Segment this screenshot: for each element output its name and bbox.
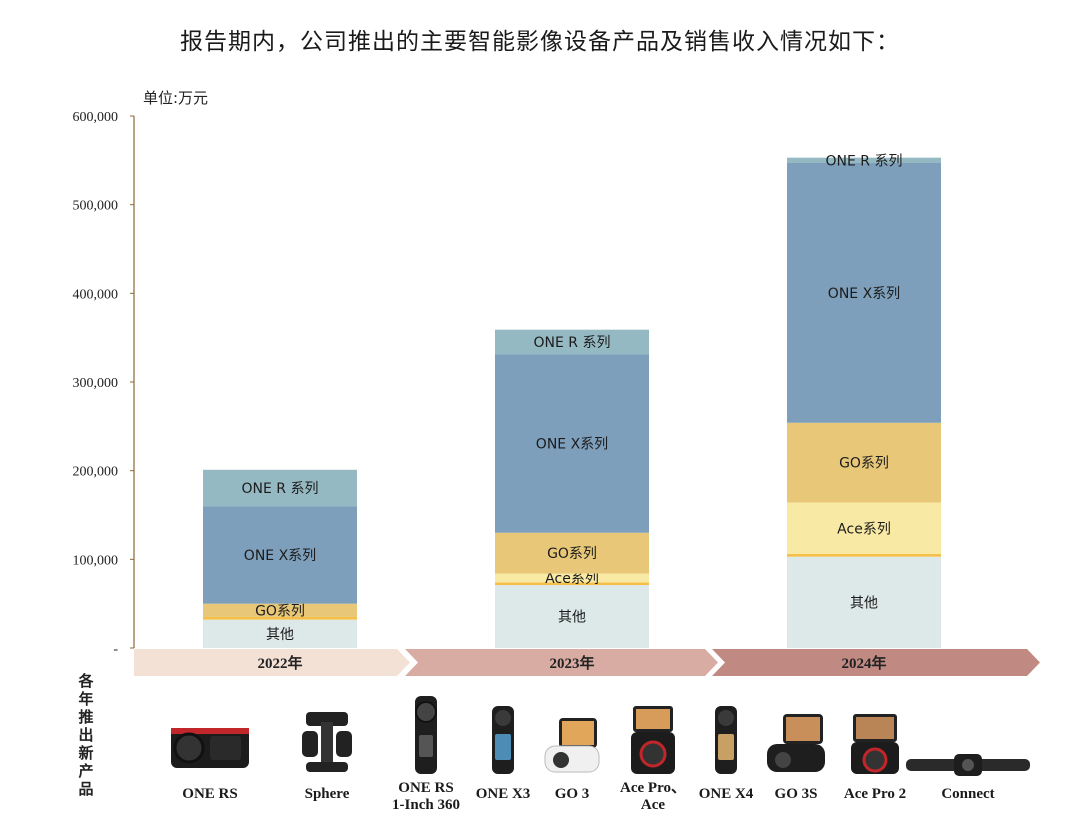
product-item: Ace Pro 2 <box>830 690 920 803</box>
product-name: ONE X3 <box>475 786 531 802</box>
side-label: 各年推出新产品 <box>78 672 94 798</box>
product-name: ONE RS 1-Inch 360 <box>392 780 460 813</box>
y-tick-label: - <box>113 642 118 657</box>
bar-segment <box>787 502 941 555</box>
segment-label: 其他 <box>558 610 586 626</box>
timeline-arrow <box>712 649 1040 676</box>
ace-pro-camera-icon <box>627 690 679 778</box>
product-name: GO 3 <box>554 786 590 802</box>
timeline-arrows: 2022年 2023年 2024年 <box>134 649 1040 676</box>
year-label: 2024年 <box>841 654 886 672</box>
segment-label: 其他 <box>266 627 294 643</box>
one-rs-1inch-camera-icon <box>411 690 441 778</box>
bar-segment <box>495 582 649 586</box>
product-item: ONE X3 <box>458 690 548 803</box>
product-item: GO 3S <box>751 690 841 803</box>
y-tick-label: 100,000 <box>73 553 119 568</box>
bar-segment <box>787 422 941 503</box>
product-item: ONE RS <box>165 690 255 803</box>
y-tick-label: 400,000 <box>73 287 119 302</box>
y-tick-label: 600,000 <box>73 110 119 125</box>
bar-segment <box>787 162 941 423</box>
product-name: GO 3S <box>774 786 818 802</box>
bar-segment <box>203 603 357 617</box>
bar-segment <box>787 556 941 648</box>
bar-segment <box>495 573 649 583</box>
bar-segment <box>787 554 941 557</box>
bar-segment <box>203 469 357 507</box>
timeline-arrow <box>134 649 410 676</box>
product-name: ONE X4 <box>698 786 754 802</box>
one-x4-camera-icon <box>711 690 741 778</box>
bar-segment <box>787 157 941 163</box>
unit-label: 单位:万元 <box>143 89 208 107</box>
bar-segment <box>495 354 649 533</box>
product-item: Connect <box>904 690 1032 803</box>
segment-label: ONE X系列 <box>828 286 900 302</box>
y-tick-label: 300,000 <box>73 376 119 391</box>
bar-segment <box>203 616 357 620</box>
go3-camera-icon <box>541 690 603 778</box>
segment-label: GO系列 <box>839 456 889 472</box>
stacked-bar-chart: 单位:万元 - 100,000 200,000 300,000 400,000 500,0… <box>73 89 1040 676</box>
y-tick-label: 200,000 <box>73 465 119 480</box>
segment-label: 其他 <box>850 595 878 611</box>
bar-segment <box>203 506 357 604</box>
bar-segment <box>495 532 649 574</box>
product-name: Ace Pro 2 <box>843 786 907 802</box>
go3s-camera-icon <box>763 690 829 778</box>
product-item: Ace Pro、 Ace <box>608 690 698 814</box>
segment-label: Ace系列 <box>837 521 891 537</box>
segment-label: ONE R 系列 <box>242 481 319 497</box>
product-name: Ace Pro、 Ace <box>620 780 686 813</box>
product-item: Sphere <box>282 690 372 803</box>
year-label: 2023年 <box>549 654 594 672</box>
y-tick-label: 500,000 <box>73 199 119 214</box>
segment-label: Ace系列 <box>545 571 599 587</box>
y-axis: - 100,000 200,000 300,000 400,000 500,000 600,… <box>73 110 135 657</box>
product-name: Sphere <box>304 786 350 802</box>
product-item: ONE X4 <box>681 690 771 803</box>
segment-label: ONE X系列 <box>244 548 316 564</box>
segment-label: ONE X系列 <box>536 437 608 453</box>
page-title: 报告期内，公司推出的主要智能影像设备产品及销售收入情况如下： <box>180 29 900 55</box>
timeline-arrow <box>405 649 718 676</box>
segment-label: GO系列 <box>547 546 597 562</box>
segment-label: GO系列 <box>255 603 305 619</box>
product-item: GO 3 <box>527 690 617 803</box>
one-rs-camera-icon <box>167 690 253 778</box>
bar-segment <box>495 585 649 648</box>
product-name: ONE RS <box>182 786 238 802</box>
product-item: ONE RS 1-Inch 360 <box>381 690 471 814</box>
connect-webcam-icon <box>904 690 1032 778</box>
year-label: 2022年 <box>257 654 302 672</box>
segment-label: ONE R 系列 <box>534 335 611 351</box>
product-name: Connect <box>941 786 995 802</box>
ace-pro2-camera-icon <box>847 690 903 778</box>
segment-label: ONE R 系列 <box>826 153 903 169</box>
sphere-camera-icon <box>296 690 358 778</box>
bar-segment <box>495 329 649 355</box>
one-x3-camera-icon <box>488 690 518 778</box>
bar-segment <box>203 619 357 648</box>
